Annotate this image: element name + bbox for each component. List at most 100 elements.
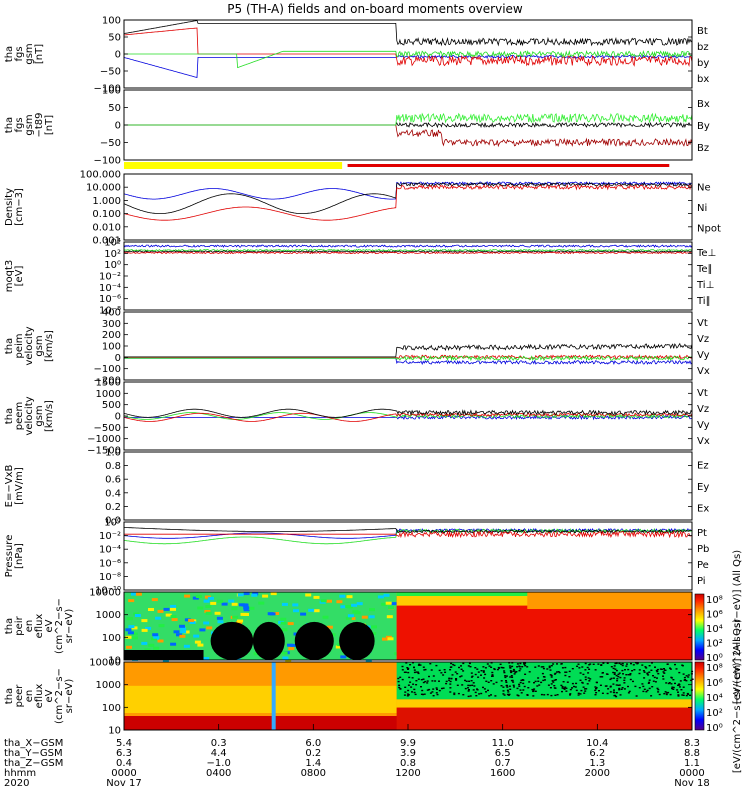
legend-Vy: Vy	[697, 420, 710, 431]
y-axis-label: (cm^2−s−	[54, 668, 65, 724]
x-row-value: 2000	[585, 768, 610, 779]
y-tick-label: 500	[102, 400, 121, 411]
series-line	[123, 412, 693, 420]
x-row-value: 6.3	[116, 748, 132, 759]
x-row-value: Nov 18	[674, 778, 709, 789]
y-tick-label: 100	[102, 342, 121, 353]
region-bar	[124, 162, 670, 169]
y-axis-label: peem	[14, 402, 25, 430]
y-tick-label: 0.001	[92, 236, 121, 247]
y-tick-label: 10⁻⁸	[99, 572, 121, 583]
y-axis-label: peer	[14, 684, 25, 708]
y-axis-label: Pressure	[4, 535, 15, 578]
series-line	[123, 408, 693, 418]
series-line	[124, 357, 693, 366]
legend-bx: bx	[697, 74, 709, 85]
y-axis-label: fgs	[14, 117, 25, 132]
y-tick-label: 10⁰	[104, 260, 121, 271]
y-tick-label: 10.000	[86, 183, 121, 194]
y-tick-label: 1000	[96, 610, 121, 621]
legend-Pt: Pt	[697, 528, 707, 539]
y-axis-label: tha	[4, 46, 15, 62]
series-line	[124, 355, 693, 362]
y-tick-label: 100.000	[80, 170, 121, 181]
y-axis-label: gsm	[24, 114, 35, 135]
y-tick-label: −100	[94, 156, 121, 167]
colorbar-tick: 10⁴	[706, 624, 723, 635]
x-row-value: 1.3	[589, 758, 605, 769]
y-axis-label: eV	[44, 619, 55, 632]
y-axis-label: en	[24, 690, 35, 703]
y-axis-label: [nPa]	[14, 543, 25, 569]
y-tick-label: 50	[108, 103, 121, 114]
x-row-label: tha_X−GSM	[4, 738, 63, 749]
y-tick-label: 0.0	[105, 516, 121, 527]
series-line	[124, 354, 693, 360]
x-row-value: 6.5	[495, 748, 511, 759]
y-tick-label: −500	[94, 423, 121, 434]
colorbar-tick: 10⁸	[706, 663, 723, 674]
panel-efield: Ez Ey Ex 1.0 0.8 0.6 0.4 0.2 0.0 E=−VxB [mV/m]	[4, 448, 709, 527]
y-axis-label: [eV]	[14, 266, 25, 287]
legend-Vy: Vy	[697, 350, 710, 361]
series-line	[124, 124, 693, 148]
series-line	[123, 54, 693, 79]
y-axis-label: tha	[4, 338, 15, 354]
plot-title: P5 (TH-A) fields and on-board moments ov…	[227, 2, 523, 16]
y-tick-label: 10⁰	[104, 518, 121, 529]
x-row-value: 0.4	[116, 758, 132, 769]
y-axis-label: Density	[4, 188, 15, 226]
x-row-value: 1.1	[684, 758, 700, 769]
series-line	[123, 527, 692, 534]
panel-fgs-gse-t89: Bx By Bz 100 50 0 −50 −100 tha fgs gsm −t89 [nT]	[4, 86, 710, 167]
legend-Ti∥: Ti∥	[696, 296, 711, 307]
colorbar-tick: 10²	[706, 639, 723, 650]
y-tick-label: 0	[115, 121, 121, 132]
x-row-value: 9.9	[400, 738, 416, 749]
y-axis-label: eflux	[34, 684, 45, 709]
y-axis-label: [km/s]	[44, 330, 55, 362]
legend-Ey: Ey	[697, 482, 709, 493]
y-axis-label: moqt3	[4, 260, 15, 293]
y-axis-label: sr−eV)	[64, 609, 75, 644]
x-row-value: 0000	[679, 768, 704, 779]
legend-by: by	[697, 58, 709, 69]
legend-bz: bz	[697, 42, 709, 53]
y-tick-label: 0	[115, 353, 121, 364]
y-tick-label: 10⁴	[104, 238, 121, 249]
y-tick-label: 10	[108, 656, 121, 667]
x-row-value: 4.4	[211, 748, 227, 759]
colorbar: 10⁸ 10⁶ 10⁴ 10² 10⁰ [eV/(cm^2−s−sr−eV)] (All …	[694, 550, 743, 704]
y-tick-label: −50	[100, 138, 121, 149]
x-row-label: hhmm	[4, 768, 36, 779]
y-tick-label: 400	[102, 308, 121, 319]
x-row-value: 0000	[111, 768, 136, 779]
x-row-label: tha_Y−GSM	[4, 748, 63, 759]
colorbar-tick: 10⁶	[706, 610, 723, 621]
x-row-value: 6.2	[589, 748, 605, 759]
series-line	[123, 244, 693, 248]
colorbar-tick: 10⁰	[706, 653, 723, 664]
y-tick-label: −100	[94, 364, 121, 375]
x-row-value: 6.0	[305, 738, 321, 749]
y-tick-label: 1000	[96, 680, 121, 691]
legend-Ne: Ne	[697, 182, 711, 193]
panel-pressure: Pt Pb Pe Pi 10⁰ 10⁻² 10⁻⁴ 10⁻⁶ 10⁻⁸ 10⁻¹⁰ Pressure…	[4, 518, 709, 597]
x-row-value: 0.7	[495, 758, 511, 769]
x-row-value: 0.8	[400, 758, 416, 769]
y-axis-label: tha	[4, 688, 15, 704]
y-tick-label: 0.100	[92, 209, 121, 220]
y-tick-label: 10²	[104, 249, 121, 260]
colorbar2: 10⁸ 10⁶ 10⁴ 10² 10⁰ [eV/(cm^2−s−sr−eV)] (All …	[694, 619, 743, 773]
series-line	[123, 251, 693, 255]
y-axis-label: [km/s]	[44, 400, 55, 432]
y-axis-label: eV	[44, 689, 55, 702]
series-line	[123, 248, 693, 252]
y-axis-label: tha	[4, 618, 15, 634]
panel-frame	[123, 451, 693, 521]
series-line	[123, 20, 693, 47]
legend-Vz: Vz	[697, 404, 709, 415]
y-tick-label: −100	[94, 84, 121, 95]
